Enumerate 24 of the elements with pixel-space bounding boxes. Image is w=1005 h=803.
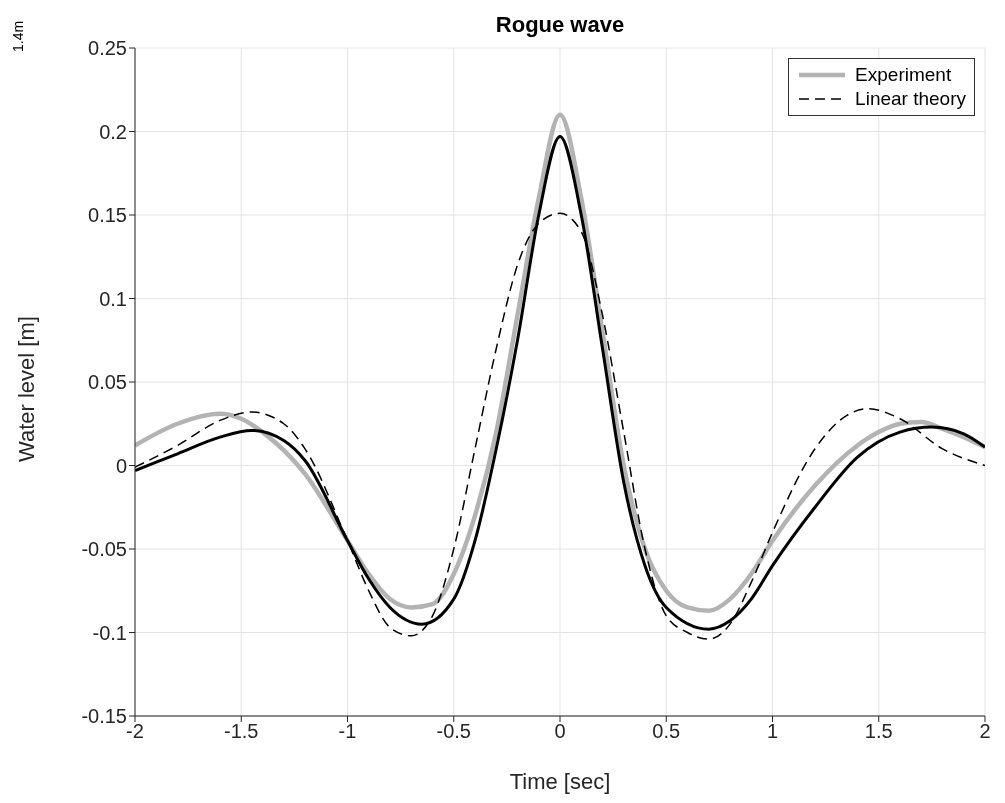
y-axis-title: Water level [m]: [13, 316, 39, 462]
x-tick-label: 2: [979, 720, 991, 743]
x-tick-label: -1.5: [224, 720, 259, 743]
y-tick-label: 0.25: [88, 37, 127, 60]
x-tick-label: -0.5: [436, 720, 471, 743]
text: 1.4m: [10, 20, 26, 52]
y-tick-label: 0.05: [88, 371, 127, 394]
y-tick-label: 0.1: [99, 287, 127, 310]
x-tick-label: -2: [126, 720, 144, 743]
x-tick-label: 1: [766, 720, 779, 743]
x-tick-label: 0.5: [652, 720, 681, 743]
chart-title: Rogue wave: [495, 12, 625, 37]
y-tick-label: 0.15: [88, 204, 127, 227]
legend-label: Experiment: [855, 63, 952, 87]
y-tick-label: -0.1: [92, 621, 127, 644]
x-tick-label: 0: [554, 720, 566, 743]
legend-label: Linear theory: [855, 87, 966, 111]
y-tick-label: 0: [115, 454, 127, 477]
x-tick-label: -1: [338, 720, 357, 743]
x-axis-title: Time [sec]: [509, 769, 611, 794]
x-tick-label: 1.5: [864, 720, 893, 743]
y-tick-label: 0.2: [99, 120, 127, 143]
y-tick-label: -0.15: [81, 705, 127, 728]
y-tick-label: -0.05: [81, 538, 127, 561]
